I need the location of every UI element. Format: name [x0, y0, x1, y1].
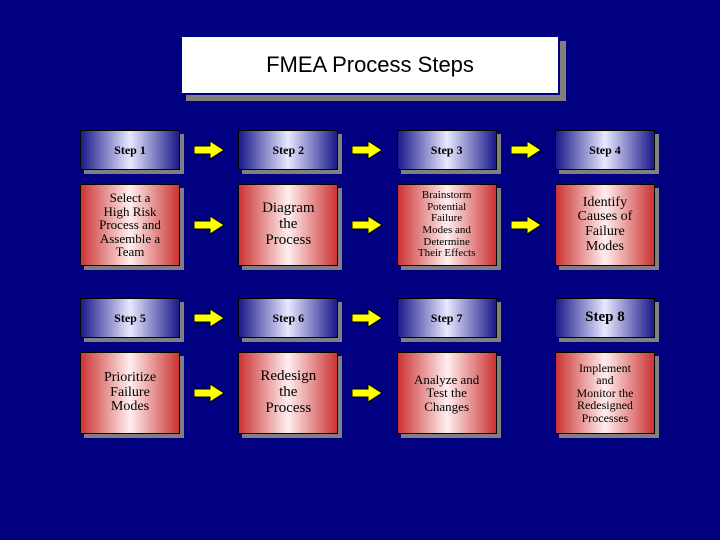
arrow-icon — [191, 215, 227, 235]
step-header: Step 4 — [555, 130, 655, 170]
step-desc: Diagram the Process — [238, 184, 338, 266]
arrow-icon — [508, 215, 544, 235]
step-desc-box: Analyze and Test the Changes — [397, 352, 497, 434]
arrow-icon — [191, 140, 227, 160]
step-desc-box: Diagram the Process — [238, 184, 338, 266]
step-desc-label: Identify Causes of Failure Modes — [578, 196, 633, 255]
step-header: Step 5 — [80, 298, 180, 338]
arrow-icon — [349, 308, 385, 328]
step-number-label: Step 5 — [114, 312, 146, 325]
step-desc-label: Diagram the Process — [262, 201, 314, 248]
step-desc-label: Redesign the Process — [260, 369, 316, 416]
step-desc-label: Select a High Risk Process and Assemble … — [99, 191, 161, 259]
step-desc-box: Select a High Risk Process and Assemble … — [80, 184, 180, 266]
step-number-label: Step 8 — [585, 310, 625, 326]
process-grid: Step 1 Step 2 Step 3 Step 4 Select a High… — [80, 130, 655, 448]
step-desc: Brainstorm Potential Failure Modes and D… — [397, 184, 497, 266]
step-number-box: Step 2 — [238, 130, 338, 170]
step-desc-box: Brainstorm Potential Failure Modes and D… — [397, 184, 497, 266]
step-number-box: Step 8 — [555, 298, 655, 338]
step-desc-label: Analyze and Test the Changes — [414, 373, 479, 414]
step-desc-box: Redesign the Process — [238, 352, 338, 434]
step-number-label: Step 3 — [431, 144, 463, 157]
arrow-icon — [349, 140, 385, 160]
step-header: Step 3 — [397, 130, 497, 170]
arrow-icon — [191, 308, 227, 328]
step-desc-label: Brainstorm Potential Failure Modes and D… — [418, 190, 476, 259]
step-number-label: Step 7 — [431, 312, 463, 325]
step-desc: Redesign the Process — [238, 352, 338, 434]
step-number-box: Step 7 — [397, 298, 497, 338]
arrow-icon — [191, 383, 227, 403]
step-number-label: Step 6 — [272, 312, 304, 325]
step-desc-label: Prioritize Failure Modes — [104, 371, 156, 415]
step-header: Step 8 — [555, 298, 655, 338]
step-desc: Analyze and Test the Changes — [397, 352, 497, 434]
page-title: FMEA Process Steps — [180, 35, 560, 95]
step-desc-box: Identify Causes of Failure Modes — [555, 184, 655, 266]
step-number-box: Step 1 — [80, 130, 180, 170]
step-header: Step 1 — [80, 130, 180, 170]
step-desc: Identify Causes of Failure Modes — [555, 184, 655, 266]
step-header: Step 6 — [238, 298, 338, 338]
step-desc: Prioritize Failure Modes — [80, 352, 180, 434]
arrow-icon — [349, 215, 385, 235]
step-number-label: Step 4 — [589, 144, 621, 157]
step-desc: Select a High Risk Process and Assemble … — [80, 184, 180, 266]
arrow-icon — [349, 383, 385, 403]
arrow-icon — [508, 140, 544, 160]
step-header: Step 2 — [238, 130, 338, 170]
step-number-label: Step 1 — [114, 144, 146, 157]
step-number-label: Step 2 — [272, 144, 304, 157]
step-number-box: Step 5 — [80, 298, 180, 338]
step-number-box: Step 3 — [397, 130, 497, 170]
step-header: Step 7 — [397, 298, 497, 338]
step-desc-box: Prioritize Failure Modes — [80, 352, 180, 434]
title-container: FMEA Process Steps — [180, 35, 560, 95]
step-number-box: Step 6 — [238, 298, 338, 338]
step-number-box: Step 4 — [555, 130, 655, 170]
step-desc-box: Implement and Monitor the Redesigned Pro… — [555, 352, 655, 434]
step-desc: Implement and Monitor the Redesigned Pro… — [555, 352, 655, 434]
step-desc-label: Implement and Monitor the Redesigned Pro… — [576, 362, 633, 425]
